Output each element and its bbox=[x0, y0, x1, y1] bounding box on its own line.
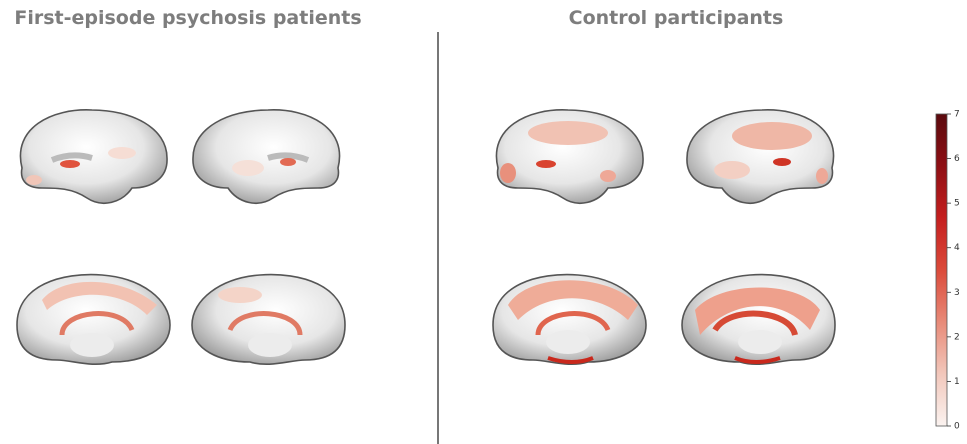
panel-title: Control participants bbox=[569, 7, 784, 29]
colorbar-tick-label: 4 bbox=[954, 243, 960, 253]
brain-lateral bbox=[686, 109, 835, 205]
colorbar bbox=[935, 113, 948, 427]
colorbar-tick-label: 5 bbox=[954, 199, 960, 209]
brain-medial bbox=[681, 273, 836, 366]
colorbar-tick-label: 3 bbox=[954, 288, 960, 298]
brain-lateral bbox=[19, 109, 168, 205]
brain-lateral bbox=[495, 109, 644, 205]
brain-medial bbox=[16, 273, 171, 366]
brain-medial bbox=[492, 273, 647, 366]
colorbar-tick-label: 6 bbox=[954, 154, 960, 164]
brain-lateral bbox=[192, 109, 341, 205]
colorbar-tick-label: 0 bbox=[954, 422, 960, 432]
brain-medial bbox=[191, 273, 346, 366]
colorbar-tick-label: 1 bbox=[954, 377, 960, 387]
colorbar-tick-label: 7 bbox=[954, 110, 960, 120]
panel-title: First-episode psychosis patients bbox=[14, 7, 361, 29]
colorbar-tick-label: 2 bbox=[954, 332, 960, 342]
